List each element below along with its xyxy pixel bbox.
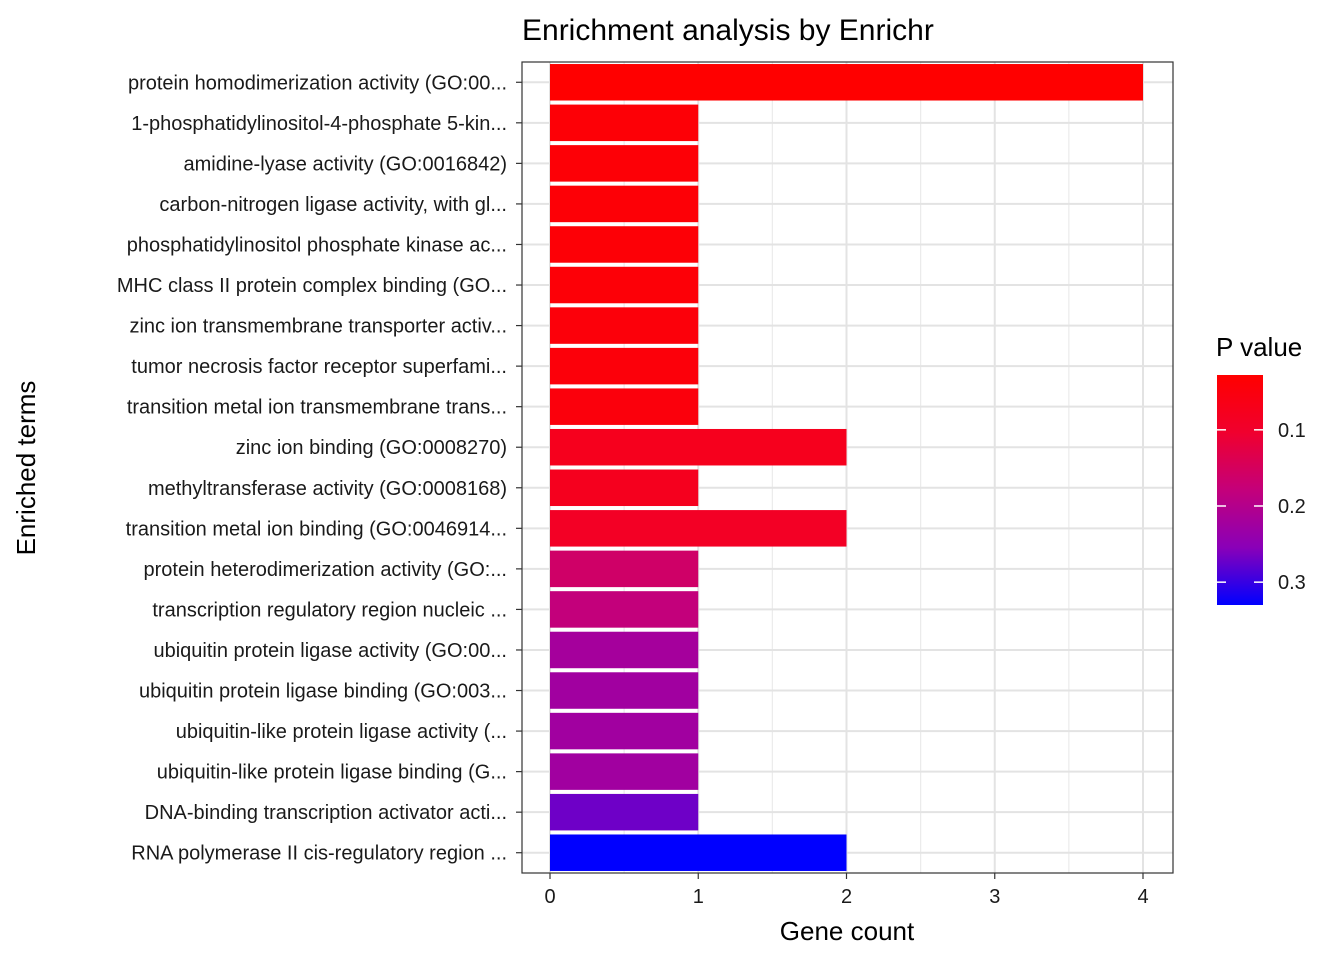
legend-tick-label: 0.3 xyxy=(1278,572,1306,594)
x-axis-ticks: 0 1 2 3 4 xyxy=(544,873,1149,908)
x-tick-label: 1 xyxy=(693,886,704,908)
bar xyxy=(550,834,847,871)
bar xyxy=(550,672,699,709)
y-tick-label: carbon-nitrogen ligase activity, with gl… xyxy=(159,194,507,216)
bar xyxy=(550,712,699,750)
y-tick-label: ubiquitin protein ligase binding (GO:003… xyxy=(139,681,507,703)
bar xyxy=(550,793,699,831)
y-tick-label: DNA-binding transcription activator acti… xyxy=(145,802,507,824)
y-tick-label: 1-phosphatidylinositol-4-phosphate 5-kin… xyxy=(131,113,507,135)
bar xyxy=(550,145,699,182)
y-tick-label: ubiquitin-like protein ligase binding (G… xyxy=(157,762,507,784)
x-axis-title: Gene count xyxy=(780,916,915,946)
bar xyxy=(550,347,699,385)
bar xyxy=(550,510,847,547)
bar xyxy=(550,104,699,142)
x-tick-label: 3 xyxy=(989,886,1000,908)
legend-title: P value xyxy=(1216,332,1302,362)
y-tick-label: protein homodimerization activity (GO:00… xyxy=(128,72,507,94)
bar xyxy=(550,266,699,304)
y-tick-label: transition metal ion binding (GO:0046914… xyxy=(126,518,507,540)
x-tick-label: 4 xyxy=(1137,886,1148,908)
y-tick-label: ubiquitin protein ligase activity (GO:00… xyxy=(153,640,507,662)
y-tick-label: MHC class II protein complex binding (GO… xyxy=(117,275,507,297)
bar xyxy=(550,591,699,628)
y-tick-label: zinc ion transmembrane transporter activ… xyxy=(129,316,507,338)
y-axis-title: Enriched terms xyxy=(11,381,41,556)
y-tick-label: methyltransferase activity (GO:0008168) xyxy=(148,478,507,500)
chart-title: Enrichment analysis by Enrichr xyxy=(522,14,934,47)
plot-border xyxy=(521,61,1174,874)
bar xyxy=(550,469,699,507)
y-tick-label: ubiquitin-like protein ligase activity (… xyxy=(176,721,507,743)
bar xyxy=(550,631,699,669)
bar xyxy=(550,550,699,588)
y-tick-label: transition metal ion transmembrane trans… xyxy=(127,397,507,419)
legend-tick-label: 0.1 xyxy=(1278,420,1306,442)
bar xyxy=(550,307,699,344)
y-axis-labels: protein homodimerization activity (GO:00… xyxy=(117,72,522,865)
y-tick-label: RNA polymerase II cis-regulatory region … xyxy=(131,843,507,865)
x-tick-label: 2 xyxy=(841,886,852,908)
bar xyxy=(550,388,699,425)
bars xyxy=(550,64,1143,871)
y-tick-label: amidine-lyase activity (GO:0016842) xyxy=(184,153,507,175)
bar xyxy=(550,226,699,263)
bar xyxy=(550,64,1143,101)
legend-ticks: 0.1 0.2 0.3 xyxy=(1217,420,1306,594)
legend: P value 0.1 0.2 0.3 xyxy=(1216,332,1306,605)
y-tick-label: phosphatidylinositol phosphate kinase ac… xyxy=(127,234,507,256)
y-tick-label: protein heterodimerization activity (GO:… xyxy=(144,559,507,581)
x-tick-label: 0 xyxy=(544,886,555,908)
y-tick-label: zinc ion binding (GO:0008270) xyxy=(236,437,507,459)
y-tick-label: transcription regulatory region nucleic … xyxy=(152,599,507,621)
y-tick-label: tumor necrosis factor receptor superfami… xyxy=(131,356,507,378)
bar xyxy=(550,753,699,790)
legend-colorbar xyxy=(1217,375,1263,605)
bar xyxy=(550,185,699,223)
bar xyxy=(550,428,847,466)
legend-tick-label: 0.2 xyxy=(1278,496,1306,518)
